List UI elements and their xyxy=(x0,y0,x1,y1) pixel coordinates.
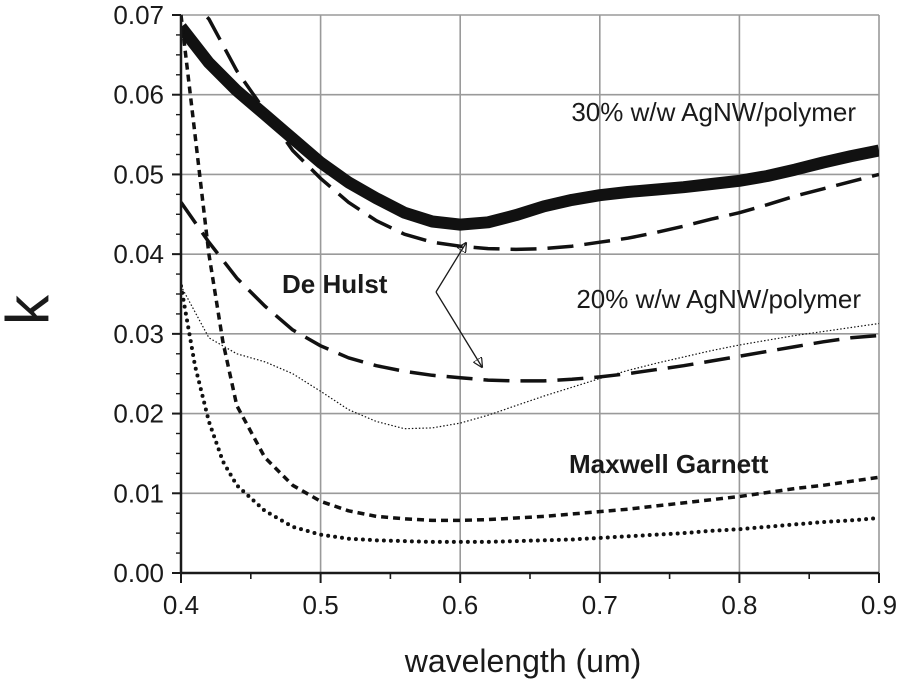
y-tick-label: 0.07 xyxy=(113,0,164,30)
annotation-maxwell-garnett: Maxwell Garnett xyxy=(569,449,769,479)
annotation-20pct: 20% w/w AgNW/polymer xyxy=(576,284,861,314)
annotation-de-hulst: De Hulst xyxy=(282,269,388,299)
y-axis-title: k xyxy=(0,294,61,325)
x-tick-label: 0.8 xyxy=(721,590,757,620)
x-tick-label: 0.5 xyxy=(303,590,339,620)
series-line-1 xyxy=(181,23,879,231)
y-tick-label: 0.06 xyxy=(113,80,164,110)
series-group xyxy=(181,13,879,544)
series-line-6 xyxy=(181,284,879,544)
y-tick-label: 0.05 xyxy=(113,159,164,189)
x-axis-title: wavelength (um) xyxy=(404,643,642,679)
series-line-5 xyxy=(181,14,879,523)
x-tick-label: 0.6 xyxy=(442,590,478,620)
x-tick-label: 0.7 xyxy=(582,590,618,620)
series-line-2 xyxy=(200,13,879,252)
series-line-3 xyxy=(181,201,879,383)
annotation-30pct: 30% w/w AgNW/polymer xyxy=(571,97,856,127)
tick-labels: 0.4 0.5 0.6 0.7 0.8 0.9 0.00 0.01 0.02 0.03 0.04 0.… xyxy=(113,0,897,620)
y-tick-label: 0.03 xyxy=(113,319,164,349)
axes xyxy=(172,14,880,583)
y-tick-label: 0.00 xyxy=(113,558,164,588)
y-tick-label: 0.01 xyxy=(113,478,164,508)
x-tick-label: 0.9 xyxy=(861,590,897,620)
y-tick-label: 0.02 xyxy=(113,399,164,429)
y-tick-label: 0.04 xyxy=(113,239,164,269)
annotation-arrow-lower xyxy=(435,291,482,367)
annotation-arrow-upper xyxy=(435,243,466,293)
x-tick-label: 0.4 xyxy=(163,590,199,620)
